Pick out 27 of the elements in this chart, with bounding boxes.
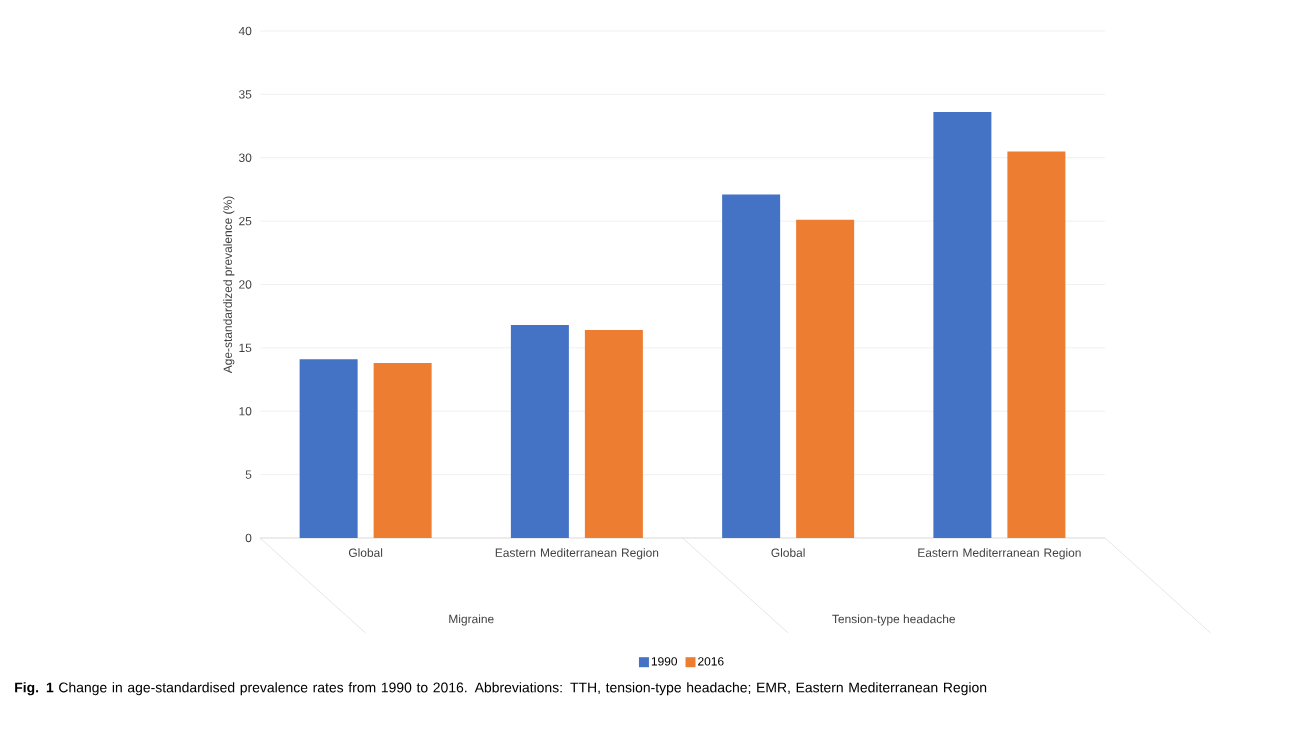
y-axis-title: Age-standardized prevalence (%) — [223, 196, 235, 374]
bar — [584, 330, 643, 538]
legend-label: 2016 — [698, 657, 724, 666]
bar — [722, 194, 781, 538]
bar — [510, 325, 569, 538]
y-tick-label: 5 — [245, 470, 252, 479]
y-tick-label: 10 — [239, 407, 252, 416]
y-tick-label: 20 — [239, 280, 252, 289]
legend-label: 1990 — [651, 657, 678, 666]
bar — [299, 359, 358, 538]
bar — [796, 219, 855, 538]
text: Migraine — [449, 614, 494, 626]
bar — [1007, 151, 1066, 538]
x-tick-label: Eastern Mediterranean Region — [495, 548, 659, 560]
bar — [933, 112, 992, 538]
text: Fig. 1 Change in age-standardised prevalence rates from 1990 to 2016. Abbreviations: TTH, tension-type headache; EMR, Eastern Mediterranean Region — [15, 682, 987, 696]
y-tick-label: 0 — [245, 533, 252, 543]
y-tick-label: 15 — [239, 343, 252, 353]
x-tick-label: Global — [771, 548, 805, 557]
x-tick-label: Eastern Mediterranean Region — [918, 548, 1081, 560]
text: Tension-type headache — [832, 614, 955, 626]
y-tick-label: 25 — [239, 216, 252, 226]
y-tick-label: 30 — [238, 153, 252, 162]
x-tick-label: Global — [348, 548, 383, 557]
y-tick-label: 35 — [238, 90, 252, 99]
bar — [373, 363, 432, 538]
y-tick-label: 40 — [238, 26, 252, 36]
